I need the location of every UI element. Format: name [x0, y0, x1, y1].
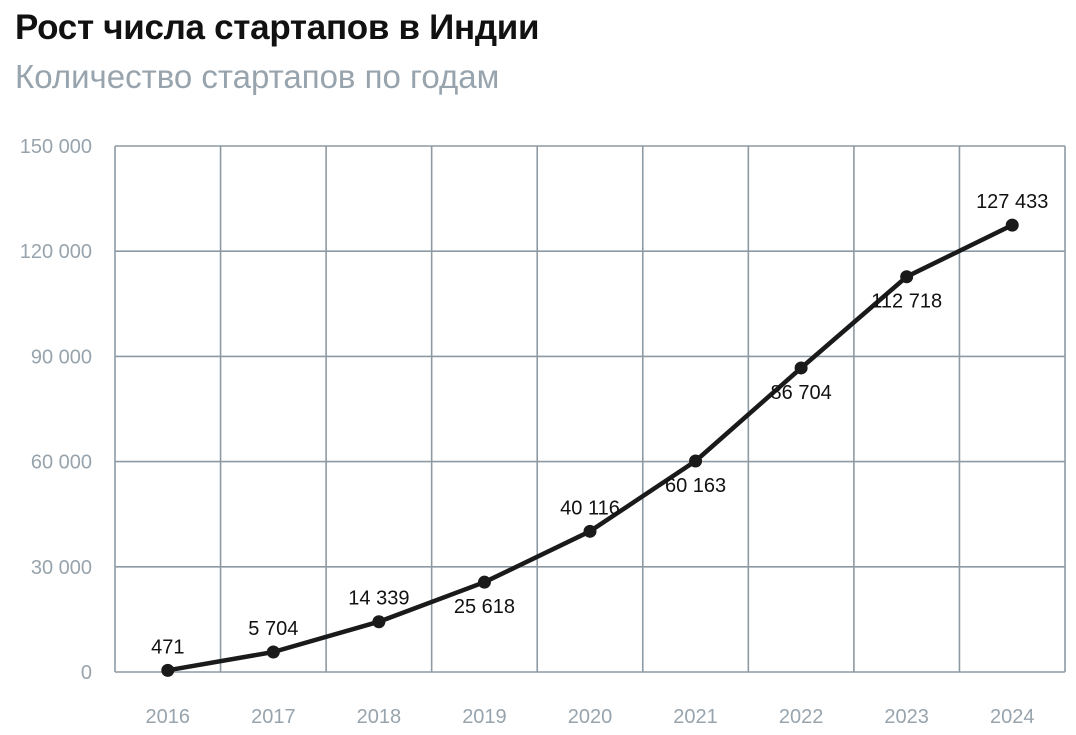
data-label: 60 163 — [665, 475, 726, 497]
x-tick-label: 2022 — [779, 706, 824, 728]
data-point — [266, 645, 280, 659]
x-tick-label: 2023 — [884, 706, 929, 728]
data-label: 5 704 — [248, 618, 298, 640]
data-label: 86 704 — [771, 382, 832, 404]
x-tick-label: 2021 — [673, 706, 718, 728]
data-label: 25 618 — [454, 596, 515, 618]
y-tick-label: 30 000 — [31, 557, 92, 579]
y-tick-label: 60 000 — [31, 452, 92, 474]
y-tick-label: 150 000 — [20, 136, 92, 158]
data-point — [372, 615, 386, 629]
x-tick-label: 2018 — [357, 706, 402, 728]
data-point — [583, 524, 597, 538]
x-tick-label: 2017 — [251, 706, 296, 728]
chart-subtitle: Количество стартапов по годам — [15, 58, 500, 95]
x-tick-label: 2020 — [568, 706, 613, 728]
y-tick-label: 0 — [81, 662, 92, 684]
x-tick-label: 2019 — [462, 706, 507, 728]
y-tick-label: 120 000 — [20, 241, 92, 263]
data-point — [1005, 218, 1019, 232]
data-label: 127 433 — [976, 191, 1048, 213]
data-label: 471 — [151, 636, 184, 658]
data-label: 112 718 — [871, 291, 942, 313]
x-tick-label: 2024 — [990, 706, 1035, 728]
data-point — [689, 454, 703, 468]
data-point — [477, 575, 491, 589]
data-point — [794, 361, 808, 375]
data-point — [900, 270, 914, 284]
data-label: 14 339 — [348, 588, 409, 610]
x-tick-label: 2016 — [146, 706, 191, 728]
data-point — [161, 663, 175, 677]
data-label: 40 116 — [560, 497, 620, 519]
chart-title: Рост числа стартапов в Индии — [15, 8, 540, 47]
y-tick-label: 90 000 — [31, 346, 92, 368]
